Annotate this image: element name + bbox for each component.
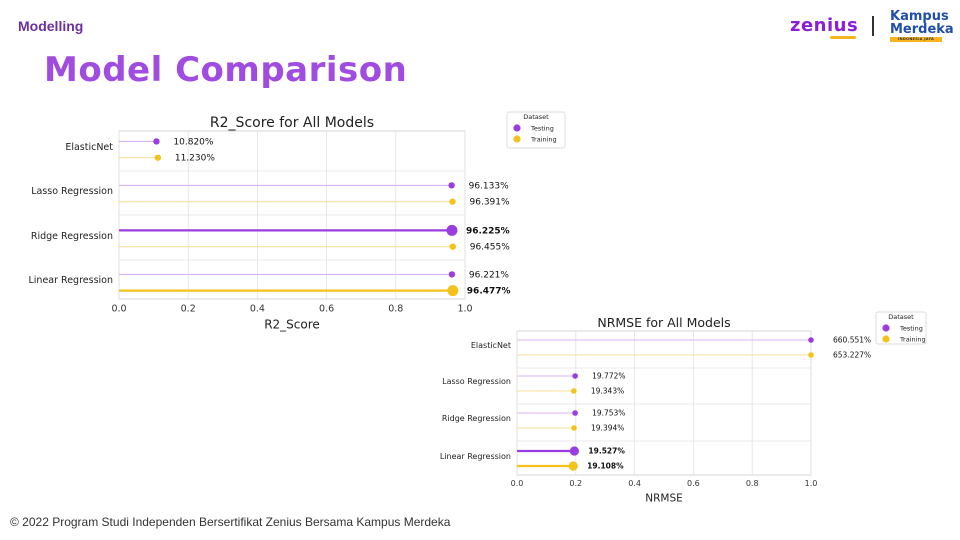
nrmse-plot-area bbox=[516, 330, 812, 476]
logo-divider bbox=[872, 16, 874, 36]
nrmse-data-label: 19.394% bbox=[591, 424, 624, 433]
r2-x-tick-label: 0.8 bbox=[388, 304, 403, 315]
r2-x-tick-label: 0.2 bbox=[181, 304, 196, 315]
r2-marker-training bbox=[449, 243, 456, 250]
r2-x-tick-label: 1.0 bbox=[457, 304, 472, 315]
r2-data-label: 96.391% bbox=[470, 198, 510, 208]
nrmse-x-tick-label: 0.2 bbox=[569, 479, 582, 488]
r2-x-tick-label: 0.4 bbox=[250, 304, 265, 315]
nrmse-category-label: Linear Regression bbox=[440, 452, 511, 461]
r2-data-label: 96.133% bbox=[469, 181, 509, 191]
nrmse-x-axis-label: NRMSE bbox=[645, 493, 683, 505]
r2-marker-testing bbox=[448, 271, 456, 278]
nrmse-category-label: Ridge Regression bbox=[442, 414, 511, 423]
r2-category-label: Linear Regression bbox=[28, 275, 113, 286]
r2-category-label: ElasticNet bbox=[65, 142, 113, 153]
nrmse-marker-testing bbox=[808, 337, 814, 343]
nrmse-marker-testing bbox=[572, 373, 578, 379]
nrmse-data-label: 653.227% bbox=[833, 351, 871, 360]
kampus-merdeka-logo-line2: Merdeka bbox=[890, 22, 954, 37]
section-label: Modelling bbox=[18, 18, 84, 34]
nrmse-data-label: 19.343% bbox=[591, 387, 624, 396]
r2-data-label: 96.477% bbox=[467, 287, 511, 297]
r2-data-label: 96.455% bbox=[470, 243, 510, 253]
nrmse-x-tick-label: 0.6 bbox=[687, 479, 700, 488]
r2-category-label: Ridge Regression bbox=[31, 231, 113, 242]
r2-legend-marker-training bbox=[513, 135, 521, 143]
footer-copyright: © 2022 Program Studi Independen Berserti… bbox=[10, 515, 451, 529]
kampus-merdeka-logo-tag: INDONESIA JAYA bbox=[890, 37, 942, 42]
slide-title: Model Comparison bbox=[44, 50, 408, 90]
nrmse-legend-marker-training bbox=[882, 335, 890, 343]
zenius-logo: zenius bbox=[790, 15, 859, 36]
kampus-merdeka-logo: Kampus Merdeka INDONESIA JAYA bbox=[890, 10, 954, 42]
nrmse-legend-title: Dataset bbox=[888, 313, 914, 321]
r2-legend-marker-testing bbox=[513, 124, 521, 132]
r2-marker-testing bbox=[446, 224, 458, 236]
nrmse-x-tick-label: 1.0 bbox=[805, 479, 818, 488]
nrmse-marker-training bbox=[571, 425, 577, 431]
r2-category-label: Lasso Regression bbox=[31, 186, 113, 197]
r2-legend-box bbox=[506, 111, 566, 149]
r2-data-label: 96.225% bbox=[466, 226, 510, 236]
nrmse-legend-entry: Training bbox=[899, 336, 926, 344]
nrmse-chart-title: NRMSE for All Models bbox=[597, 315, 730, 330]
nrmse-x-tick-label: 0.8 bbox=[746, 479, 759, 488]
r2-data-label: 11.230% bbox=[175, 154, 215, 164]
nrmse-data-label: 660.551% bbox=[833, 336, 871, 345]
nrmse-data-label: 19.753% bbox=[592, 409, 625, 418]
r2-legend-title: Dataset bbox=[523, 113, 549, 121]
nrmse-marker-training bbox=[808, 352, 814, 358]
r2-data-label: 10.820% bbox=[173, 137, 213, 147]
r2-marker-training bbox=[449, 198, 456, 205]
nrmse-data-label: 19.108% bbox=[587, 462, 624, 471]
r2-legend-entry: Training bbox=[530, 136, 557, 144]
nrmse-data-label: 19.772% bbox=[592, 372, 625, 381]
nrmse-x-tick-label: 0.0 bbox=[511, 479, 524, 488]
r2-data-label: 96.221% bbox=[469, 270, 509, 280]
nrmse-category-label: Lasso Regression bbox=[442, 377, 511, 386]
r2-chart-title: R2_Score for All Models bbox=[210, 115, 374, 131]
nrmse-marker-training bbox=[568, 461, 578, 471]
r2-marker-training bbox=[447, 285, 459, 297]
nrmse-x-tick-label: 0.4 bbox=[628, 479, 641, 488]
nrmse-legend-entry: Testing bbox=[899, 325, 923, 333]
r2-x-tick-label: 0.0 bbox=[111, 304, 126, 315]
nrmse-marker-testing bbox=[569, 446, 580, 456]
zenius-logo-underline bbox=[830, 36, 856, 39]
r2-x-tick-label: 0.6 bbox=[319, 304, 334, 315]
r2-legend-entry: Testing bbox=[530, 125, 554, 133]
nrmse-legend-marker-testing bbox=[882, 324, 890, 332]
r2-x-axis-label: R2_Score bbox=[264, 318, 320, 332]
nrmse-marker-testing bbox=[572, 410, 578, 416]
nrmse-legend-box bbox=[875, 311, 927, 345]
kampus-merdeka-logo-line1: Kampus bbox=[890, 9, 949, 24]
nrmse-data-label: 19.527% bbox=[588, 447, 625, 456]
partner-logos: zenius Kampus Merdeka INDONESIA JAYA bbox=[786, 10, 956, 46]
r2-marker-testing bbox=[153, 138, 160, 145]
r2-marker-training bbox=[154, 154, 162, 161]
nrmse-category-label: ElasticNet bbox=[471, 341, 511, 350]
r2-marker-testing bbox=[448, 182, 455, 189]
nrmse-marker-training bbox=[571, 388, 577, 394]
